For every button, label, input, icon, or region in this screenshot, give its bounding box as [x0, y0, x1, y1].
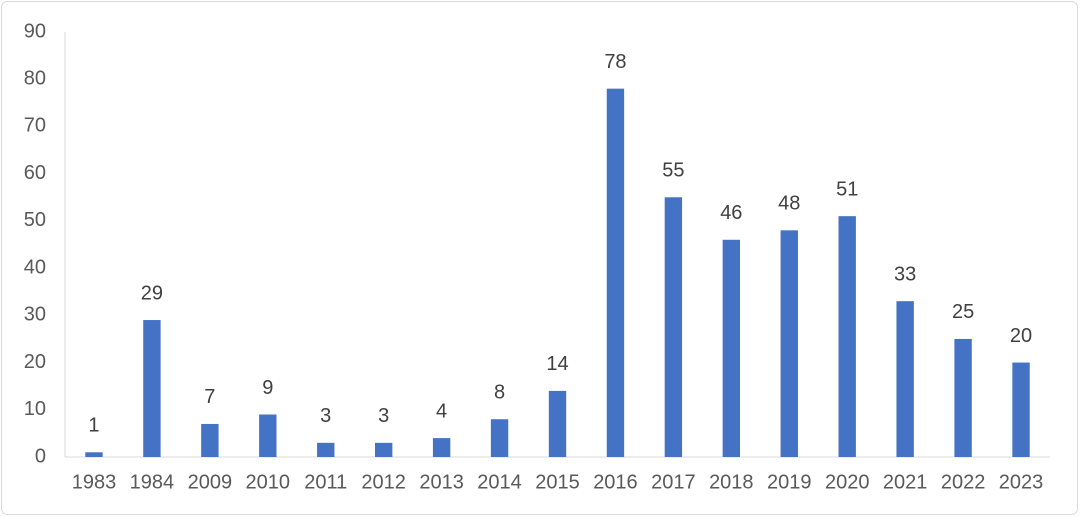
- x-tick-label: 2018: [709, 471, 754, 493]
- x-tick-label: 2019: [767, 471, 812, 493]
- x-tick-label: 2015: [535, 471, 580, 493]
- x-tick-label: 2022: [941, 471, 986, 493]
- value-label: 25: [952, 301, 974, 323]
- bar: [838, 216, 856, 457]
- value-label: 55: [662, 160, 684, 182]
- value-label: 33: [894, 263, 916, 285]
- bar: [201, 423, 219, 457]
- x-tick-label: 2011: [304, 471, 347, 493]
- value-label: 14: [546, 353, 568, 375]
- bar: [780, 230, 798, 457]
- x-tick-label: 2016: [593, 471, 638, 493]
- y-tick-label: 50: [24, 209, 46, 231]
- bar: [259, 414, 277, 457]
- bar: [85, 452, 103, 457]
- x-tick-label: 1983: [72, 471, 117, 493]
- x-tick-label: 2009: [188, 471, 233, 493]
- bar: [1012, 362, 1030, 457]
- value-label: 3: [378, 405, 389, 427]
- bar: [722, 239, 741, 457]
- y-tick-label: 40: [24, 256, 46, 278]
- value-label: 4: [436, 400, 447, 422]
- x-tick-label: 2012: [361, 471, 406, 493]
- y-tick-label: 80: [24, 68, 46, 90]
- y-tick-label: 10: [24, 398, 46, 420]
- x-tick-label: 2013: [419, 471, 464, 493]
- bar: [374, 442, 393, 457]
- y-tick-label: 90: [24, 20, 46, 42]
- y-tick-label: 30: [24, 304, 46, 326]
- y-tick-label: 20: [24, 351, 46, 373]
- bar: [432, 438, 451, 457]
- value-label: 46: [720, 202, 742, 224]
- value-label: 51: [836, 178, 858, 200]
- bar: [606, 88, 625, 458]
- x-tick-label: 2021: [883, 471, 928, 493]
- x-tick-label: 2014: [477, 471, 522, 493]
- value-label: 7: [204, 386, 215, 408]
- value-label: 48: [778, 193, 800, 215]
- x-tick-label: 2023: [999, 471, 1044, 493]
- y-tick-label: 70: [24, 115, 46, 137]
- x-tick-label: 2017: [651, 471, 696, 493]
- x-tick-label: 1984: [130, 471, 175, 493]
- y-tick-label: 60: [24, 162, 46, 184]
- value-label: 78: [604, 51, 626, 73]
- bar: [548, 390, 567, 457]
- bar: [490, 419, 509, 457]
- bar: [317, 442, 335, 457]
- y-tick-label: 0: [35, 445, 46, 467]
- value-label: 8: [494, 382, 505, 404]
- value-label: 29: [141, 282, 163, 304]
- bar: [896, 301, 914, 457]
- x-tick-label: 2010: [246, 471, 291, 493]
- bar: [143, 320, 161, 457]
- bar: [664, 197, 683, 457]
- value-label: 3: [320, 405, 331, 427]
- value-label: 20: [1010, 325, 1032, 347]
- x-tick-label: 2020: [825, 471, 870, 493]
- value-label: 9: [262, 377, 273, 399]
- bar: [954, 338, 972, 457]
- value-label: 1: [88, 415, 99, 437]
